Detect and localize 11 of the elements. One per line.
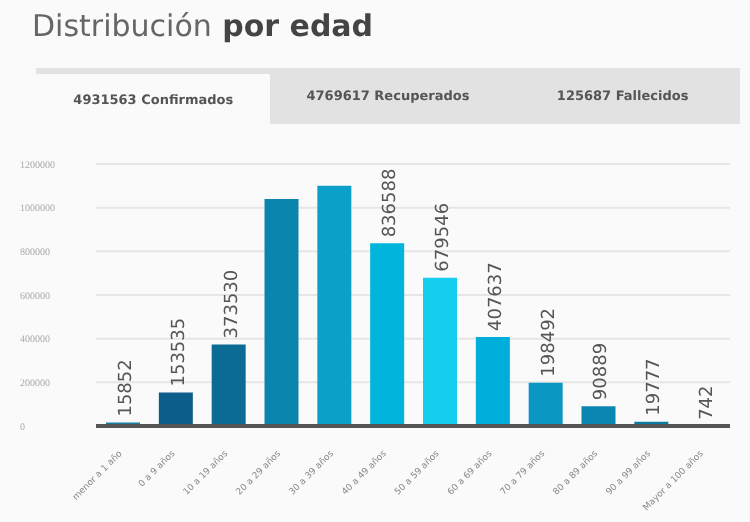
data-label: 373530 bbox=[222, 269, 243, 339]
data-label: 198492 bbox=[539, 307, 560, 377]
data-label: 679546 bbox=[434, 202, 454, 272]
data-label: 153535 bbox=[169, 317, 190, 387]
data-label: 742 bbox=[698, 385, 719, 420]
chart-title: Distribución por edad bbox=[32, 8, 374, 44]
data-label: 19777 bbox=[645, 358, 666, 416]
data-label: 836588 bbox=[381, 168, 402, 238]
data-label: 15852 bbox=[117, 359, 137, 417]
data-label: 407637 bbox=[486, 262, 507, 331]
data-label: 90889 bbox=[592, 342, 613, 401]
